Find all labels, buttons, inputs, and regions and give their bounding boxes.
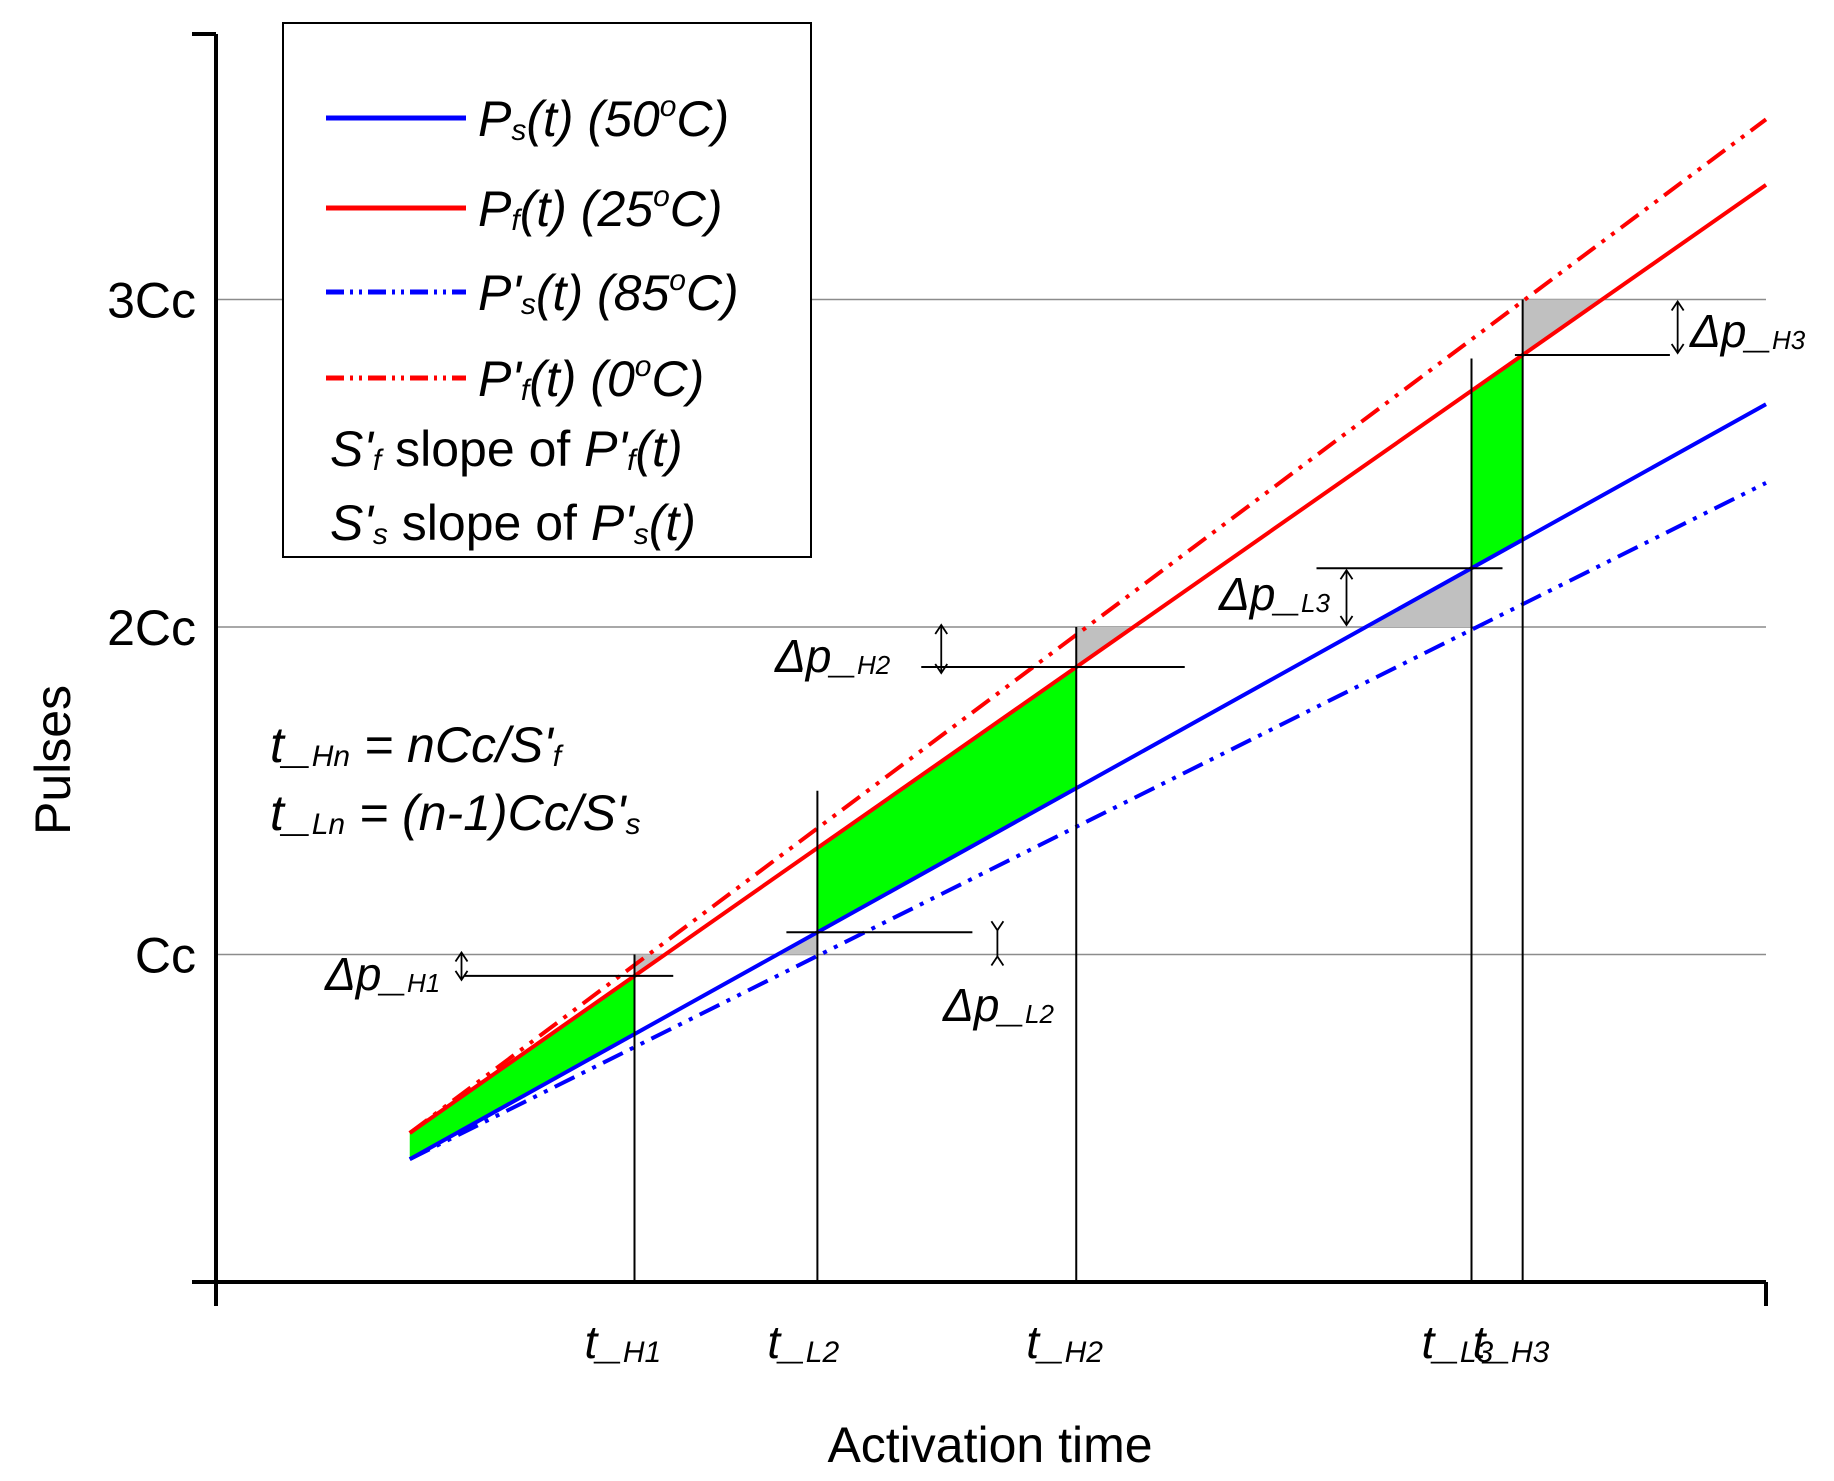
series-line-Ps [408, 402, 1767, 1161]
arrow-dpL2 [990, 920, 1005, 966]
annotation-dpL3: Δp_L3 [1218, 568, 1330, 620]
axes [192, 32, 1768, 1306]
x-tick-label-tH3: t_H3 [1473, 1316, 1550, 1369]
legend-label-Ps: Ps(t) (50oC) [478, 90, 729, 147]
legend-note-1: S'f slope of P'f(t) [330, 421, 683, 477]
y-tick-label-2Cc: 2Cc [107, 600, 196, 656]
legend-label-Ppf: P'f(t) (0oC) [478, 350, 704, 407]
arrow-dpH2-head-bottom [934, 663, 948, 675]
green-region-2 [817, 667, 1077, 933]
x-tick-label-tL2: t_L2 [767, 1316, 839, 1369]
arrow-dpL3-head-top [1339, 568, 1354, 580]
legend: Ps(t) (50oC) Pf(t) (25oC) P's(t) (85oC) P'f… [282, 22, 812, 558]
x-tick-label-tH1: t_H1 [585, 1316, 662, 1369]
arrow-dpH2-head-top [934, 623, 948, 635]
arrow-dpH1-head-bottom [454, 970, 469, 982]
x-axis-title: Activation time [827, 1417, 1152, 1473]
arrow-dpH3-head-top [1670, 299, 1685, 311]
legend-label-Pf: Pf(t) (25oC) [478, 180, 723, 237]
labels: Cc 2Cc 3Cc t_H1 t_L2 t_H2 t_L3t_H3 Activation t… [25, 273, 1806, 1474]
annotation-dpL2: Δp_L2 [942, 979, 1054, 1031]
arrow-dpL3 [1339, 568, 1354, 627]
arrow-dpL2-head-bottom [990, 920, 1005, 932]
annotation-dpH2: Δp_H2 [774, 630, 891, 682]
green-region-1 [409, 975, 635, 1160]
x-tick-label-tH2: t_H2 [1026, 1316, 1103, 1369]
series-line-Pps [408, 481, 1767, 1161]
formula-2: t_Ln = (n-1)Cc/S's [270, 785, 641, 841]
formula-1: t_Hn = nCc/S'f [270, 717, 564, 773]
arrow-dpL3-head-bottom [1339, 615, 1354, 627]
annotation-dpH3: Δp_H3 [1689, 305, 1806, 357]
y-tick-label-Cc: Cc [135, 928, 196, 984]
y-tick-label-3Cc: 3Cc [107, 273, 196, 329]
y-axis-title: Pulses [25, 685, 81, 835]
annotation-dpH1: Δp_H1 [324, 948, 440, 1000]
arrow-dpL2-head-top [990, 954, 1005, 966]
series-line-Ppf [408, 117, 1768, 1135]
arrow-dpH3-head-bottom [1670, 343, 1685, 355]
arrow-dpH1 [454, 950, 469, 982]
legend-label-Pps: P's(t) (85oC) [478, 264, 739, 321]
arrow-dpH1-head-top [454, 950, 469, 962]
green-region-3 [1471, 354, 1523, 569]
arrow-dpH3 [1670, 299, 1685, 355]
x-tick-label-tL3: t_L3 [1422, 1316, 1494, 1369]
time-markers [454, 299, 1685, 1282]
arrow-dpH2 [934, 623, 948, 675]
legend-note-2: S's slope of P's(t) [330, 495, 696, 551]
